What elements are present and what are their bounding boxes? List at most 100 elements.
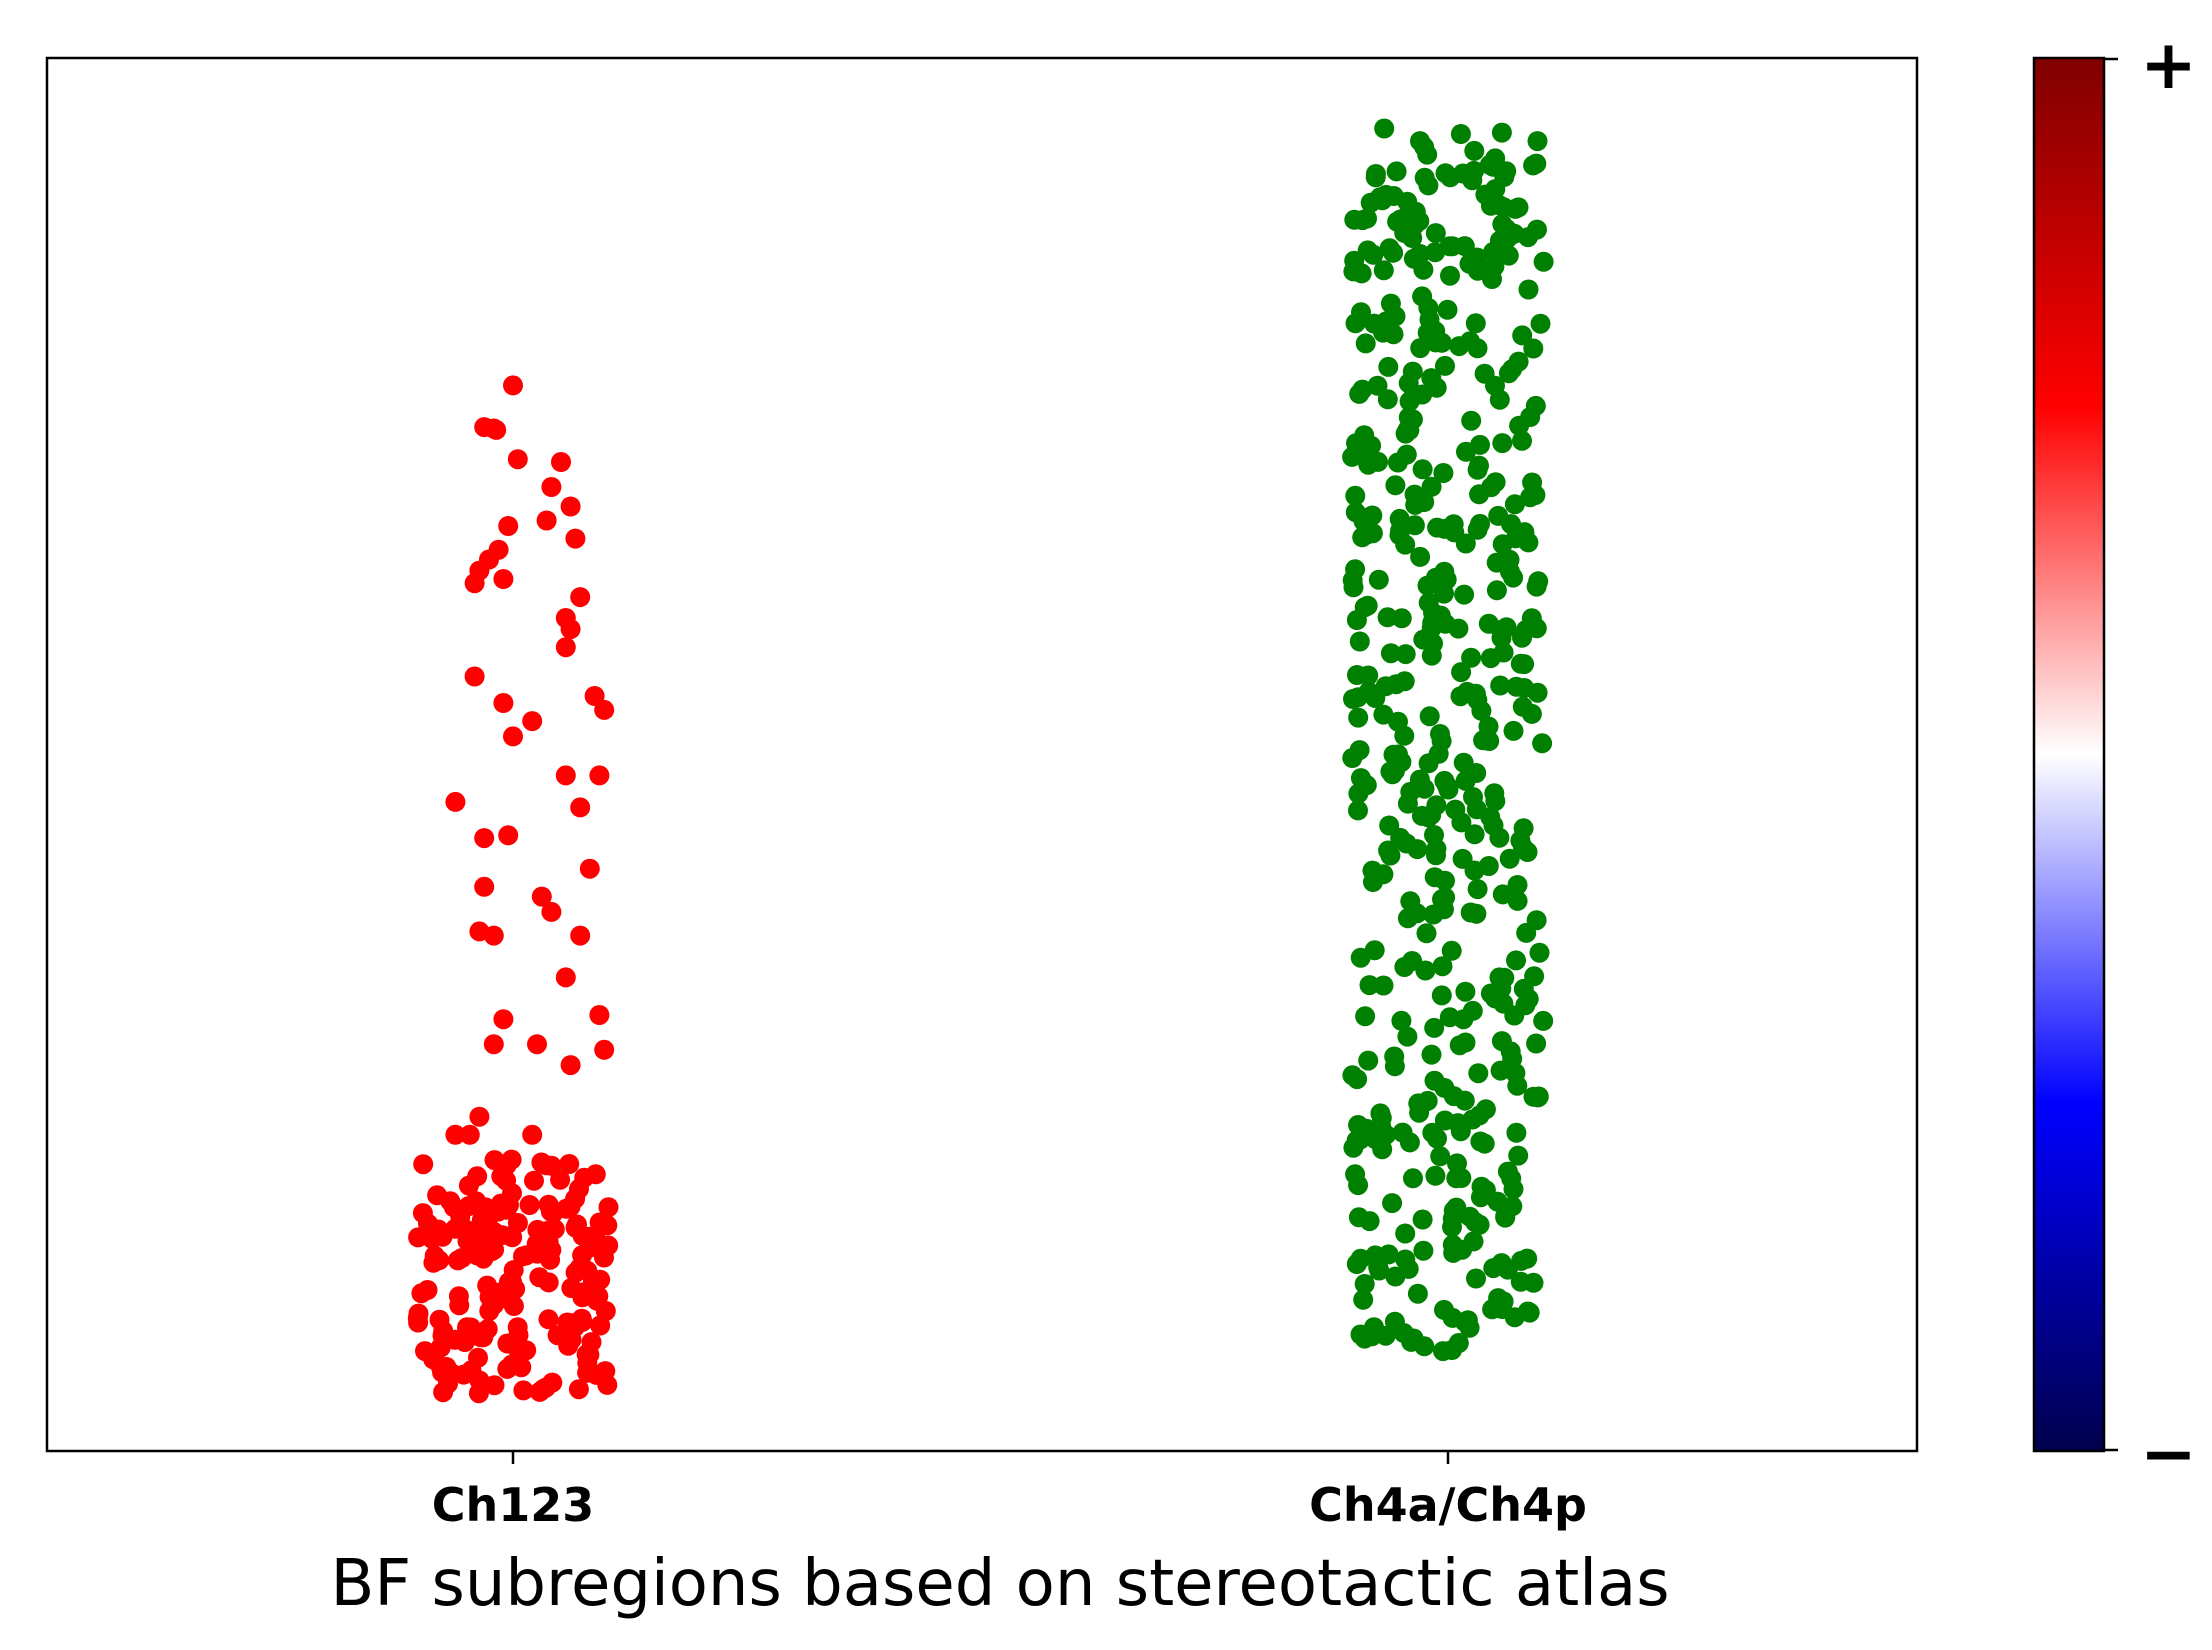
point-ch123 xyxy=(567,1214,587,1235)
point-ch123 xyxy=(524,1170,544,1191)
point-ch4a-ch4p xyxy=(1467,689,1488,710)
point-ch4a-ch4p xyxy=(1527,131,1548,152)
point-ch4a-ch4p xyxy=(1491,978,1512,999)
point-ch4a-ch4p xyxy=(1470,513,1490,534)
point-ch4a-ch4p xyxy=(1424,1017,1445,1038)
point-ch4a-ch4p xyxy=(1375,1325,1396,1346)
point-ch4a-ch4p xyxy=(1440,265,1460,286)
point-ch123 xyxy=(457,1231,478,1251)
point-ch123 xyxy=(555,637,576,658)
point-ch4a-ch4p xyxy=(1485,148,1506,169)
point-ch4a-ch4p xyxy=(1343,689,1363,709)
point-ch123 xyxy=(584,686,605,706)
point-ch4a-ch4p xyxy=(1455,770,1476,791)
point-ch4a-ch4p xyxy=(1507,890,1528,911)
point-ch4a-ch4p xyxy=(1418,298,1439,318)
point-ch4a-ch4p xyxy=(1466,799,1487,820)
point-ch4a-ch4p xyxy=(1438,779,1459,800)
point-ch4a-ch4p xyxy=(1384,1046,1405,1067)
point-ch4a-ch4p xyxy=(1467,459,1488,480)
point-ch4a-ch4p xyxy=(1348,1115,1369,1135)
point-ch4a-ch4p xyxy=(1380,293,1401,314)
point-ch123 xyxy=(560,619,581,640)
point-ch123 xyxy=(595,1236,616,1257)
point-ch123 xyxy=(427,1185,448,1206)
point-ch123 xyxy=(493,569,514,589)
point-ch4a-ch4p xyxy=(1397,419,1418,440)
point-ch4a-ch4p xyxy=(1442,236,1463,257)
point-ch4a-ch4p xyxy=(1524,966,1545,987)
plot-area xyxy=(47,58,1917,1451)
point-ch4a-ch4p xyxy=(1488,505,1509,526)
point-ch123 xyxy=(540,1201,561,1222)
point-ch4a-ch4p xyxy=(1346,1130,1367,1151)
point-ch4a-ch4p xyxy=(1423,904,1444,925)
point-ch4a-ch4p xyxy=(1425,332,1446,353)
point-ch123 xyxy=(501,1149,522,1170)
point-ch4a-ch4p xyxy=(1394,671,1415,692)
point-ch4a-ch4p xyxy=(1350,1324,1371,1345)
point-ch4a-ch4p xyxy=(1442,1340,1462,1360)
point-ch4a-ch4p xyxy=(1418,807,1439,828)
plot-frame xyxy=(45,56,1919,1453)
point-ch123 xyxy=(473,1327,494,1348)
point-ch123 xyxy=(557,1325,577,1346)
point-ch4a-ch4p xyxy=(1453,163,1473,184)
point-ch123 xyxy=(497,1333,518,1354)
point-ch4a-ch4p xyxy=(1421,618,1442,639)
point-ch4a-ch4p xyxy=(1514,678,1535,698)
point-ch4a-ch4p xyxy=(1395,644,1416,665)
point-ch4a-ch4p xyxy=(1463,1231,1484,1252)
point-ch4a-ch4p xyxy=(1403,248,1424,269)
point-ch4a-ch4p xyxy=(1506,950,1526,971)
point-ch123 xyxy=(501,1354,522,1375)
point-ch4a-ch4p xyxy=(1447,1153,1467,1174)
point-ch4a-ch4p xyxy=(1378,1244,1399,1265)
point-ch123 xyxy=(560,1055,581,1076)
point-ch4a-ch4p xyxy=(1448,618,1469,639)
point-ch123 xyxy=(541,901,562,922)
point-ch4a-ch4p xyxy=(1529,942,1550,963)
point-ch123 xyxy=(447,1250,468,1271)
point-ch4a-ch4p xyxy=(1492,433,1513,454)
point-ch123 xyxy=(555,765,576,786)
point-ch123 xyxy=(422,1228,443,1249)
point-ch4a-ch4p xyxy=(1348,800,1368,821)
point-ch4a-ch4p xyxy=(1520,407,1541,427)
point-ch4a-ch4p xyxy=(1518,532,1539,553)
point-ch4a-ch4p xyxy=(1380,845,1401,866)
point-ch4a-ch4p xyxy=(1507,875,1528,895)
point-ch123 xyxy=(541,477,562,497)
point-ch4a-ch4p xyxy=(1367,375,1388,396)
point-ch123 xyxy=(484,1375,505,1396)
point-ch4a-ch4p xyxy=(1453,752,1474,773)
point-ch4a-ch4p xyxy=(1464,824,1485,845)
point-ch4a-ch4p xyxy=(1397,191,1418,212)
point-ch123 xyxy=(519,1195,540,1215)
point-ch123 xyxy=(449,1295,470,1316)
point-ch4a-ch4p xyxy=(1449,1035,1470,1056)
point-ch123 xyxy=(589,765,610,786)
point-ch4a-ch4p xyxy=(1363,244,1384,265)
point-ch123 xyxy=(497,1289,518,1309)
point-ch123 xyxy=(503,1260,524,1281)
point-ch4a-ch4p xyxy=(1376,184,1397,205)
point-ch4a-ch4p xyxy=(1514,654,1535,675)
point-ch4a-ch4p xyxy=(1532,733,1553,754)
point-ch4a-ch4p xyxy=(1390,520,1411,541)
point-ch4a-ch4p xyxy=(1377,389,1398,410)
point-ch4a-ch4p xyxy=(1355,1006,1376,1027)
point-ch123 xyxy=(429,1309,450,1330)
point-ch4a-ch4p xyxy=(1360,192,1381,213)
point-ch4a-ch4p xyxy=(1421,476,1442,497)
point-ch4a-ch4p xyxy=(1397,793,1418,814)
point-ch123 xyxy=(513,1380,534,1401)
point-ch4a-ch4p xyxy=(1499,549,1520,570)
point-ch4a-ch4p xyxy=(1412,1093,1433,1114)
point-ch4a-ch4p xyxy=(1493,1291,1514,1312)
point-ch123 xyxy=(433,1382,454,1403)
point-ch123 xyxy=(556,1198,577,1219)
point-ch4a-ch4p xyxy=(1373,260,1394,281)
point-ch4a-ch4p xyxy=(1454,1090,1475,1111)
point-ch4a-ch4p xyxy=(1499,848,1520,869)
